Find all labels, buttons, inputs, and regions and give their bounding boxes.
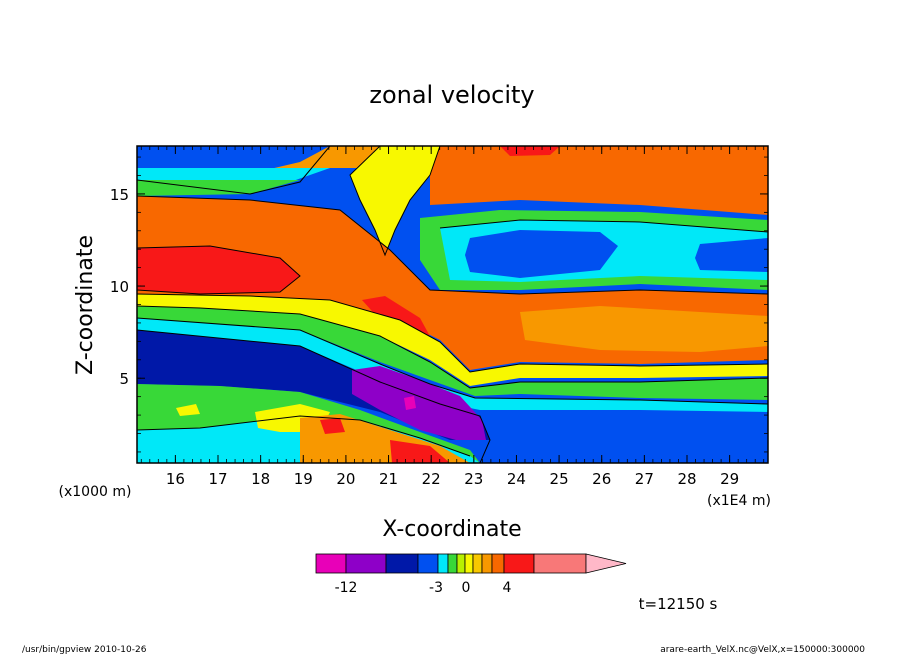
x-tick-label: 17 [208, 470, 227, 488]
colorbar-label: -3 [429, 580, 443, 596]
field-band [176, 404, 200, 416]
x-tick-label: 20 [336, 470, 355, 488]
chart-title: zonal velocity [369, 81, 534, 109]
contour-line [137, 146, 331, 195]
time-label: t=12150 s [639, 595, 718, 613]
field-band [520, 306, 768, 352]
x-tick-label: 23 [464, 470, 483, 488]
y-axis-label: Z-coordinate [73, 235, 98, 375]
x-tick-label: 28 [677, 470, 696, 488]
field-band [695, 238, 768, 272]
colorbar-swatch [385, 553, 419, 574]
colorbar-swatch [315, 553, 347, 574]
plot-area [137, 146, 768, 463]
y-tick-label: 15 [110, 186, 129, 204]
field-band [390, 440, 450, 463]
colorbar-label: 0 [462, 580, 471, 596]
colorbar-swatch [417, 553, 439, 574]
field-band [320, 418, 345, 434]
x-tick-label: 26 [592, 470, 611, 488]
field-band [137, 246, 300, 294]
field-band [350, 146, 440, 255]
contour-line [137, 305, 768, 389]
colorbar-swatch [464, 553, 474, 574]
colorbar-swatch [491, 553, 505, 574]
contour-line [137, 415, 471, 457]
field-band [465, 230, 618, 278]
field-band [430, 146, 768, 215]
x-tick-label: 22 [422, 470, 441, 488]
x-axis-label: X-coordinate [382, 517, 521, 542]
contour-line [137, 245, 301, 295]
contour-line [439, 219, 768, 233]
y-tick-label: 5 [119, 370, 129, 388]
x-tick-label: 24 [507, 470, 526, 488]
colorbar-swatch [533, 553, 587, 574]
colorbar-swatch [481, 553, 493, 574]
x-tick-label: 21 [379, 470, 398, 488]
field-band [137, 318, 768, 412]
x-tick-label: 19 [294, 470, 313, 488]
colorbar-swatch [345, 553, 387, 574]
colorbar-label: -12 [335, 580, 358, 596]
x-unit-right: (x1E4 m) [707, 493, 771, 509]
colorbar-swatch [456, 553, 466, 574]
x-tick-label: 18 [251, 470, 270, 488]
x-tick-label: 16 [166, 470, 185, 488]
field-band [137, 294, 768, 386]
field-band [404, 396, 416, 410]
contour-line [349, 146, 441, 257]
x-tick-label: 27 [635, 470, 654, 488]
x-tick-label: 29 [720, 470, 739, 488]
footer-right: arare-earth_VelX.nc@VelX,x=150000:300000 [660, 645, 865, 654]
x-unit-left: (x1000 m) [59, 484, 132, 500]
colorbar-swatch [447, 553, 458, 574]
contour-line [137, 329, 491, 463]
contour-line [137, 293, 768, 373]
colorbar-swatch [503, 553, 535, 574]
field-band [500, 146, 560, 156]
footer-left: /usr/bin/gpview 2010-10-26 [22, 645, 147, 654]
colorbar-label: 4 [503, 580, 512, 596]
colorbar-swatch [437, 553, 449, 574]
colorbar-arrow [585, 553, 627, 574]
contour-line [137, 317, 768, 405]
x-axis: 16 17 18 19 20 21 22 23 24 25 26 27 28 29 [140, 146, 765, 488]
y-axis: 5 10 15 [110, 156, 768, 453]
y-tick-label: 10 [110, 278, 129, 296]
colorbar-swatch [472, 553, 483, 574]
field-band [137, 180, 300, 196]
colorbar [315, 553, 627, 574]
contour-line [137, 195, 768, 295]
x-tick-label: 25 [550, 470, 569, 488]
